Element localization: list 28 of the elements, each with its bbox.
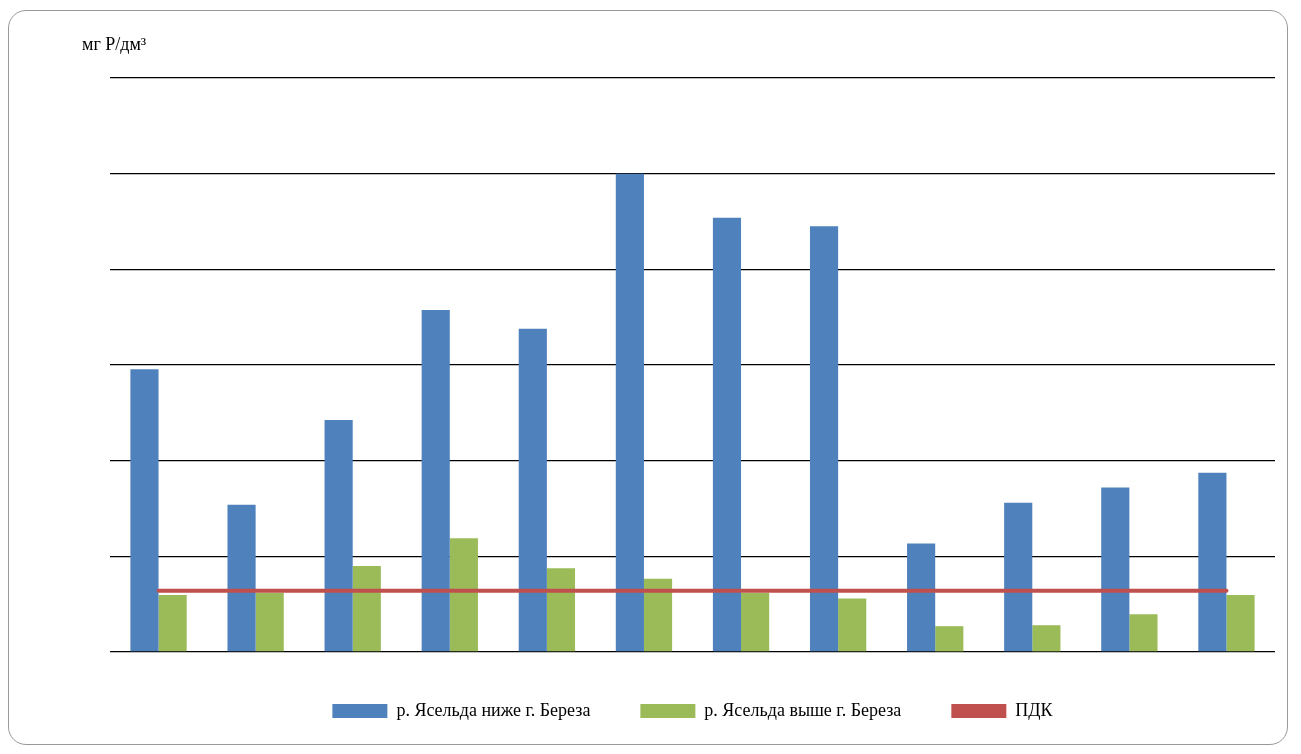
legend-label: р. Ясельда ниже г. Береза — [396, 699, 591, 720]
bar — [615, 173, 644, 652]
bar — [227, 504, 256, 652]
bar — [518, 328, 547, 652]
bar — [1129, 614, 1158, 652]
bar — [352, 565, 381, 652]
text: мг Р/дм³ — [82, 34, 147, 55]
bar — [421, 309, 450, 652]
legend-label: р. Ясельда выше г. Береза — [704, 699, 902, 720]
bar — [1004, 502, 1033, 652]
bar — [324, 420, 353, 652]
bar — [935, 626, 964, 652]
bar — [907, 543, 936, 652]
bar — [838, 598, 867, 652]
bar — [546, 568, 576, 652]
bar — [643, 578, 673, 652]
bar — [130, 369, 159, 652]
bar — [741, 592, 770, 652]
bar — [158, 595, 187, 652]
bar — [449, 538, 478, 652]
bar — [1198, 472, 1227, 652]
bar — [1101, 487, 1130, 652]
bar — [255, 592, 284, 652]
legend-label: ПДК — [1015, 699, 1054, 720]
bar — [1226, 595, 1255, 652]
bar — [1032, 625, 1061, 652]
bar — [809, 226, 839, 652]
bar — [712, 217, 742, 652]
